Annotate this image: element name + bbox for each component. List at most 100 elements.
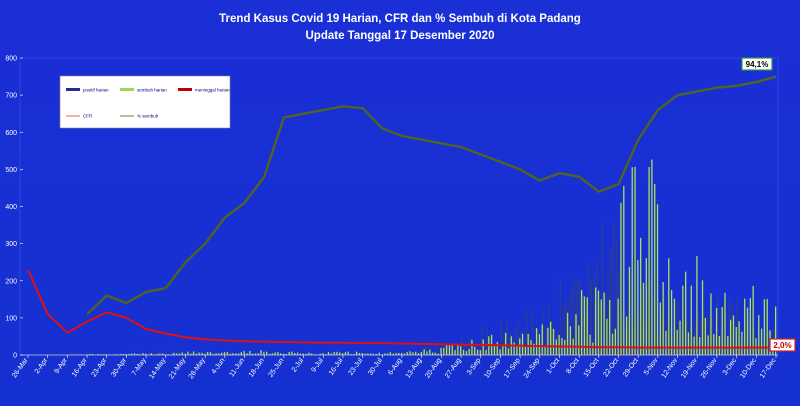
bar-positif-harian	[430, 348, 432, 355]
bar-positif-harian	[160, 352, 162, 355]
x-tick-label: 3-Sep	[466, 357, 483, 376]
bar-positif-harian	[168, 353, 171, 355]
bar-sembuh-harian	[221, 352, 223, 355]
bar-sembuh-harian	[263, 351, 265, 355]
legend-label: sembuh harian	[137, 88, 167, 93]
bar-positif-harian	[551, 320, 553, 355]
bar-positif-harian	[382, 353, 384, 355]
bar-positif-harian	[607, 270, 609, 355]
badge-pct-sembuh-text: 94,1%	[746, 60, 769, 69]
bar-meninggal-harian	[523, 353, 525, 355]
bar-meninggal-harian	[669, 353, 671, 355]
bar-meninggal-harian	[644, 354, 646, 355]
bar-meninggal-harian	[540, 353, 542, 355]
bar-sembuh-harian	[339, 352, 341, 355]
bar-positif-harian	[553, 324, 556, 355]
bar-sembuh-harian	[406, 352, 408, 355]
bar-positif-harian	[56, 352, 58, 355]
x-tick-label: 17-Dec	[759, 357, 778, 380]
badge-cfr-text: 2,0%	[773, 341, 791, 350]
bar-positif-harian	[452, 347, 455, 355]
bar-positif-harian	[275, 352, 278, 355]
bar-sembuh-harian	[319, 353, 321, 355]
bar-positif-harian	[92, 352, 95, 355]
x-tick-label: 24-Sep	[523, 357, 542, 380]
bar-sembuh-harian	[282, 353, 285, 355]
bar-sembuh-harian	[462, 349, 465, 355]
x-tick-label: 28-May	[188, 357, 207, 381]
bar-positif-harian	[626, 321, 629, 355]
bar-sembuh-harian	[201, 352, 203, 355]
bar-sembuh-harian	[654, 183, 656, 355]
bar-positif-harian	[570, 287, 573, 355]
bar-positif-harian	[719, 331, 722, 355]
bar-sembuh-harian	[215, 353, 217, 355]
bar-meninggal-harian	[582, 353, 584, 355]
bar-sembuh-harian	[682, 285, 684, 355]
bar-sembuh-harian	[311, 353, 313, 355]
bar-meninggal-harian	[594, 354, 596, 355]
bar-positif-harian	[660, 314, 663, 355]
bar-positif-harian	[708, 314, 711, 355]
bar-positif-harian	[300, 352, 303, 355]
bar-sembuh-harian	[367, 353, 369, 355]
bar-positif-harian	[402, 353, 404, 355]
bar-positif-harian	[393, 351, 396, 355]
x-tick-label: 12-Nov	[661, 357, 680, 380]
bar-positif-harian	[385, 351, 387, 355]
bar-positif-harian	[728, 300, 730, 355]
bar-sembuh-harian	[358, 352, 361, 355]
y-tick-label: 500	[5, 167, 17, 174]
bar-positif-harian	[604, 293, 607, 355]
bar-sembuh-harian	[434, 352, 437, 355]
bar-sembuh-harian	[119, 354, 122, 355]
bar-meninggal-harian	[616, 353, 618, 355]
bar-positif-harian	[179, 348, 182, 355]
bar-meninggal-harian	[585, 353, 587, 355]
bar-sembuh-harian	[609, 299, 611, 355]
bar-sembuh-harian	[578, 325, 580, 355]
bar-sembuh-harian	[296, 352, 299, 355]
bar-sembuh-harian	[668, 258, 670, 355]
bar-meninggal-harian	[605, 353, 607, 355]
bar-sembuh-harian	[597, 290, 600, 355]
bar-sembuh-harian	[735, 327, 737, 355]
bar-positif-harian	[466, 343, 469, 355]
bar-positif-harian	[140, 353, 143, 355]
x-tick-label: 30-Jul	[367, 357, 384, 377]
badge-pct-sembuh: 94,1%	[741, 57, 773, 71]
bar-positif-harian	[272, 352, 275, 355]
bar-sembuh-harian	[704, 318, 706, 355]
bar-positif-harian	[567, 301, 570, 355]
bar-sembuh-harian	[150, 353, 153, 355]
bar-sembuh-harian	[507, 348, 510, 355]
bar-positif-harian	[207, 352, 210, 355]
bar-positif-harian	[103, 353, 106, 355]
bar-sembuh-harian	[710, 293, 712, 355]
bar-positif-harian	[244, 353, 247, 355]
bar-positif-harian	[348, 353, 351, 355]
bar-positif-harian	[227, 352, 230, 355]
bar-sembuh-harian	[521, 333, 524, 355]
bar-positif-harian	[148, 351, 151, 355]
bar-positif-harian	[700, 320, 702, 355]
bar-sembuh-harian	[257, 353, 259, 355]
bar-positif-harian	[58, 353, 61, 355]
bar-sembuh-harian	[350, 354, 352, 355]
bar-sembuh-harian	[513, 342, 515, 355]
bar-sembuh-harian	[161, 353, 164, 355]
bar-sembuh-harian	[229, 353, 231, 355]
bar-positif-harian	[238, 352, 241, 355]
bar-positif-harian	[390, 352, 393, 355]
x-tick-label: 16-Apr	[71, 357, 89, 379]
bar-sembuh-harian	[372, 353, 375, 355]
bar-positif-harian	[767, 332, 770, 355]
bar-sembuh-harian	[302, 353, 304, 355]
bar-meninggal-harian	[487, 354, 489, 355]
bar-sembuh-harian	[693, 336, 695, 355]
bar-positif-harian	[480, 325, 483, 355]
bar-positif-harian	[44, 353, 47, 355]
bar-meninggal-harian	[689, 354, 691, 355]
bar-meninggal-harian	[546, 354, 548, 355]
